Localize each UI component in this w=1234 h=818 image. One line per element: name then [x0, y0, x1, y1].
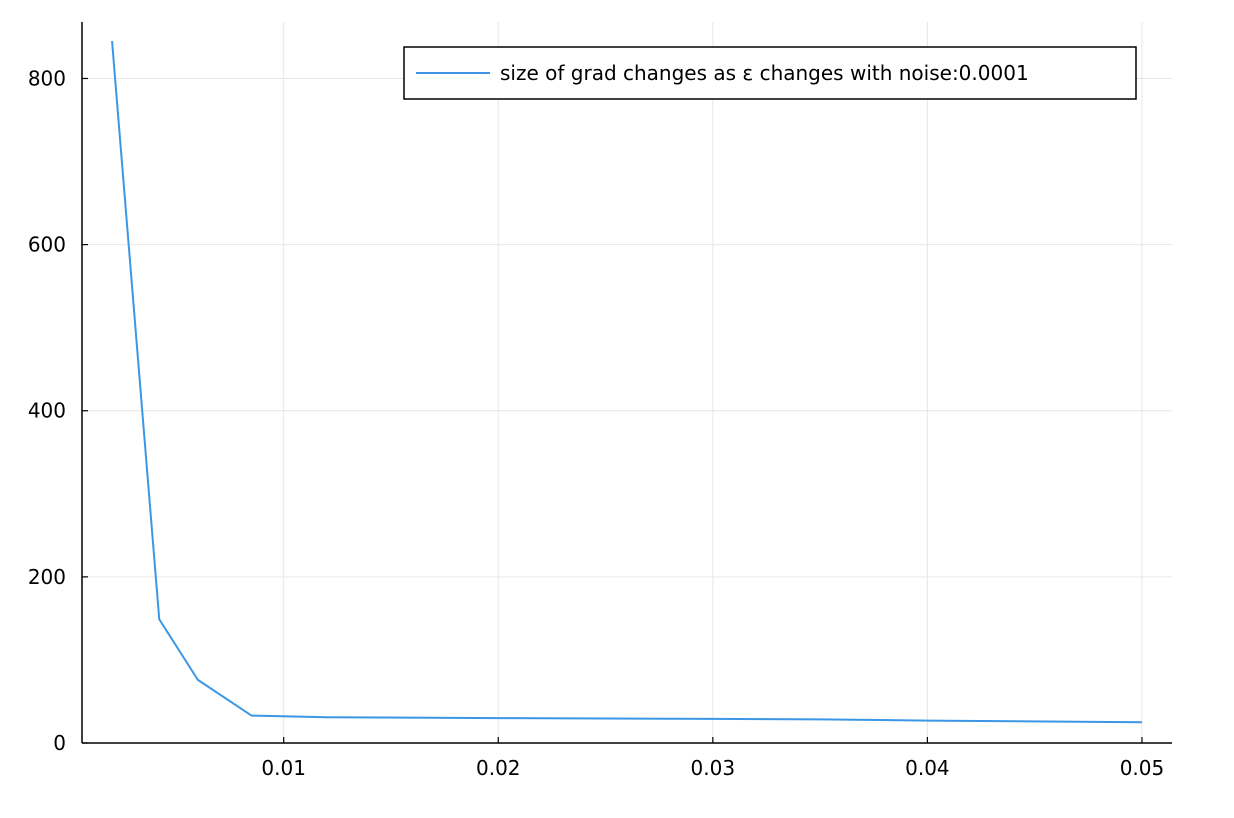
legend: size of grad changes as ε changes with n… — [403, 46, 1137, 100]
y-tick-label: 0 — [53, 731, 66, 755]
axes — [81, 22, 1172, 744]
y-tick-label: 200 — [28, 565, 66, 589]
series-lines — [111, 41, 1142, 724]
x-tick-label: 0.05 — [1120, 756, 1165, 780]
x-tick-label: 0.04 — [905, 756, 950, 780]
x-tick-label: 0.02 — [476, 756, 521, 780]
y-tick-label: 800 — [28, 66, 66, 90]
legend-label: size of grad changes as ε changes with n… — [500, 61, 1029, 85]
tick-labels: 0.01 0.02 0.03 0.04 0.05 0 200 400 600 800 — [28, 66, 1164, 780]
series-line — [111, 41, 1142, 724]
x-tick-label: 0.01 — [261, 756, 306, 780]
x-tick-label: 0.03 — [691, 756, 736, 780]
y-tick-label: 600 — [28, 233, 66, 257]
y-tick-label: 400 — [28, 399, 66, 423]
legend-box — [403, 46, 1137, 100]
grid-lines — [82, 22, 1172, 744]
